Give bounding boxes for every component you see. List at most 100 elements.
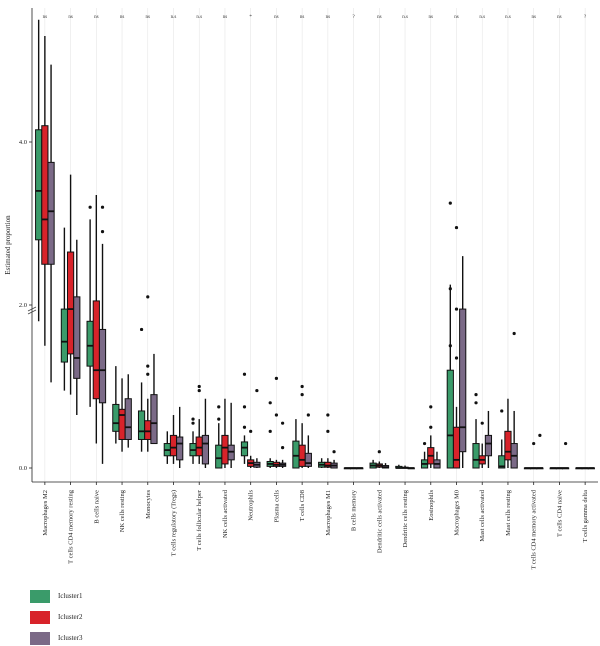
box	[201, 434, 210, 465]
significance-label: n.s	[171, 15, 177, 20]
box	[169, 434, 178, 457]
significance-label: ns	[326, 15, 331, 20]
box-icluster1	[35, 19, 43, 322]
box	[472, 443, 480, 469]
x-tick-label: Macrophages M2	[42, 490, 49, 536]
box	[137, 410, 146, 440]
box-icluster2	[41, 36, 49, 346]
x-tick-label: Mast cells activated	[479, 489, 486, 541]
box-icluster2	[581, 467, 589, 470]
significance-label: n.s	[196, 15, 202, 20]
box-icluster3	[98, 205, 107, 464]
outlier-point	[377, 450, 381, 454]
outlier-point	[538, 433, 542, 437]
outlier-point	[100, 230, 105, 234]
outlier-point	[249, 429, 253, 433]
box-icluster1	[266, 401, 274, 468]
significance-label: ns	[68, 15, 73, 20]
x-tick-label: T cells CD4 memory activated	[531, 489, 538, 569]
x-tick-label: T cells gamma delta	[582, 490, 589, 543]
significance-label: n.s	[479, 15, 485, 20]
outlier-point	[242, 405, 247, 409]
box-icluster3	[510, 331, 518, 469]
box	[446, 369, 454, 469]
box	[47, 161, 55, 265]
box-icluster1	[446, 201, 454, 469]
box-icluster1	[523, 467, 532, 470]
box-icluster3	[484, 410, 493, 468]
box	[124, 398, 132, 440]
outlier-point	[512, 331, 516, 336]
x-tick-label: Mast cells resting	[505, 489, 512, 536]
outlier-point	[255, 388, 259, 393]
outlier-point	[429, 405, 433, 409]
box-icluster2	[375, 450, 383, 468]
outlier-point	[217, 405, 221, 409]
box-icluster1	[318, 458, 326, 468]
x-tick-label: Neutrophils	[248, 490, 255, 521]
significance-label: ?	[352, 15, 355, 20]
x-tick-label: B cells memory	[351, 489, 358, 531]
x-tick-label: T cells follicular helper	[196, 489, 203, 551]
significance-label: ns	[43, 15, 48, 20]
significance-label: ns	[120, 15, 125, 20]
significance-label: ns	[300, 15, 305, 20]
box-icluster3	[381, 463, 390, 469]
outlier-point	[448, 344, 452, 348]
box-icluster2	[478, 421, 486, 468]
box-icluster3	[587, 467, 595, 470]
significance-label: ns	[454, 15, 459, 20]
box-icluster1	[343, 467, 351, 470]
box-series	[35, 19, 595, 470]
significance-label: n.s	[402, 15, 408, 20]
outlier-point	[268, 401, 272, 405]
box-icluster2	[272, 376, 281, 468]
outlier-point	[268, 429, 272, 433]
x-tick-label: NK cells resting	[119, 489, 126, 532]
outlier-point	[281, 421, 285, 425]
x-tick-label: Macrophages M1	[325, 490, 332, 536]
outlier-point	[274, 413, 279, 417]
outlier-point	[422, 441, 427, 446]
box-icluster1	[549, 467, 557, 470]
box-icluster2	[555, 467, 564, 470]
outlier-point	[197, 388, 201, 393]
box	[60, 308, 68, 363]
box-icluster1	[60, 227, 68, 391]
outlier-point	[88, 205, 92, 209]
outlier-point	[300, 393, 304, 397]
box-icluster3	[150, 353, 158, 445]
box-icluster3	[279, 421, 287, 468]
box	[484, 434, 493, 457]
box-icluster2	[504, 398, 512, 468]
outlier-point	[281, 446, 285, 450]
legend-swatch-icluster2	[30, 611, 50, 624]
box	[35, 129, 43, 241]
outlier-point	[564, 441, 568, 446]
box	[112, 403, 120, 432]
box-icluster2	[66, 174, 75, 395]
outlier-point	[532, 441, 536, 446]
box-icluster3	[201, 398, 210, 468]
outlier-point	[300, 384, 304, 389]
box-icluster3	[459, 256, 467, 468]
box-icluster1	[575, 467, 583, 470]
box-icluster1	[163, 431, 171, 464]
box-icluster3	[433, 451, 441, 469]
x-tick-label: T cells CD4 memory resting	[68, 489, 75, 564]
box-icluster2	[452, 225, 461, 469]
outlier-point	[474, 393, 478, 397]
outlier-point	[332, 450, 336, 454]
y-tick-label: 0.0	[19, 465, 27, 472]
box	[98, 328, 107, 404]
y-tick-label: 4.0	[19, 139, 27, 146]
outlier-point	[146, 295, 150, 299]
box	[144, 420, 152, 440]
outlier-point	[454, 307, 459, 311]
outlier-point	[454, 225, 459, 230]
box-icluster3	[227, 402, 235, 468]
outlier-point	[191, 417, 195, 421]
box-icluster3	[330, 450, 338, 469]
box-icluster2	[195, 384, 203, 464]
axis-break-mark	[27, 306, 37, 315]
